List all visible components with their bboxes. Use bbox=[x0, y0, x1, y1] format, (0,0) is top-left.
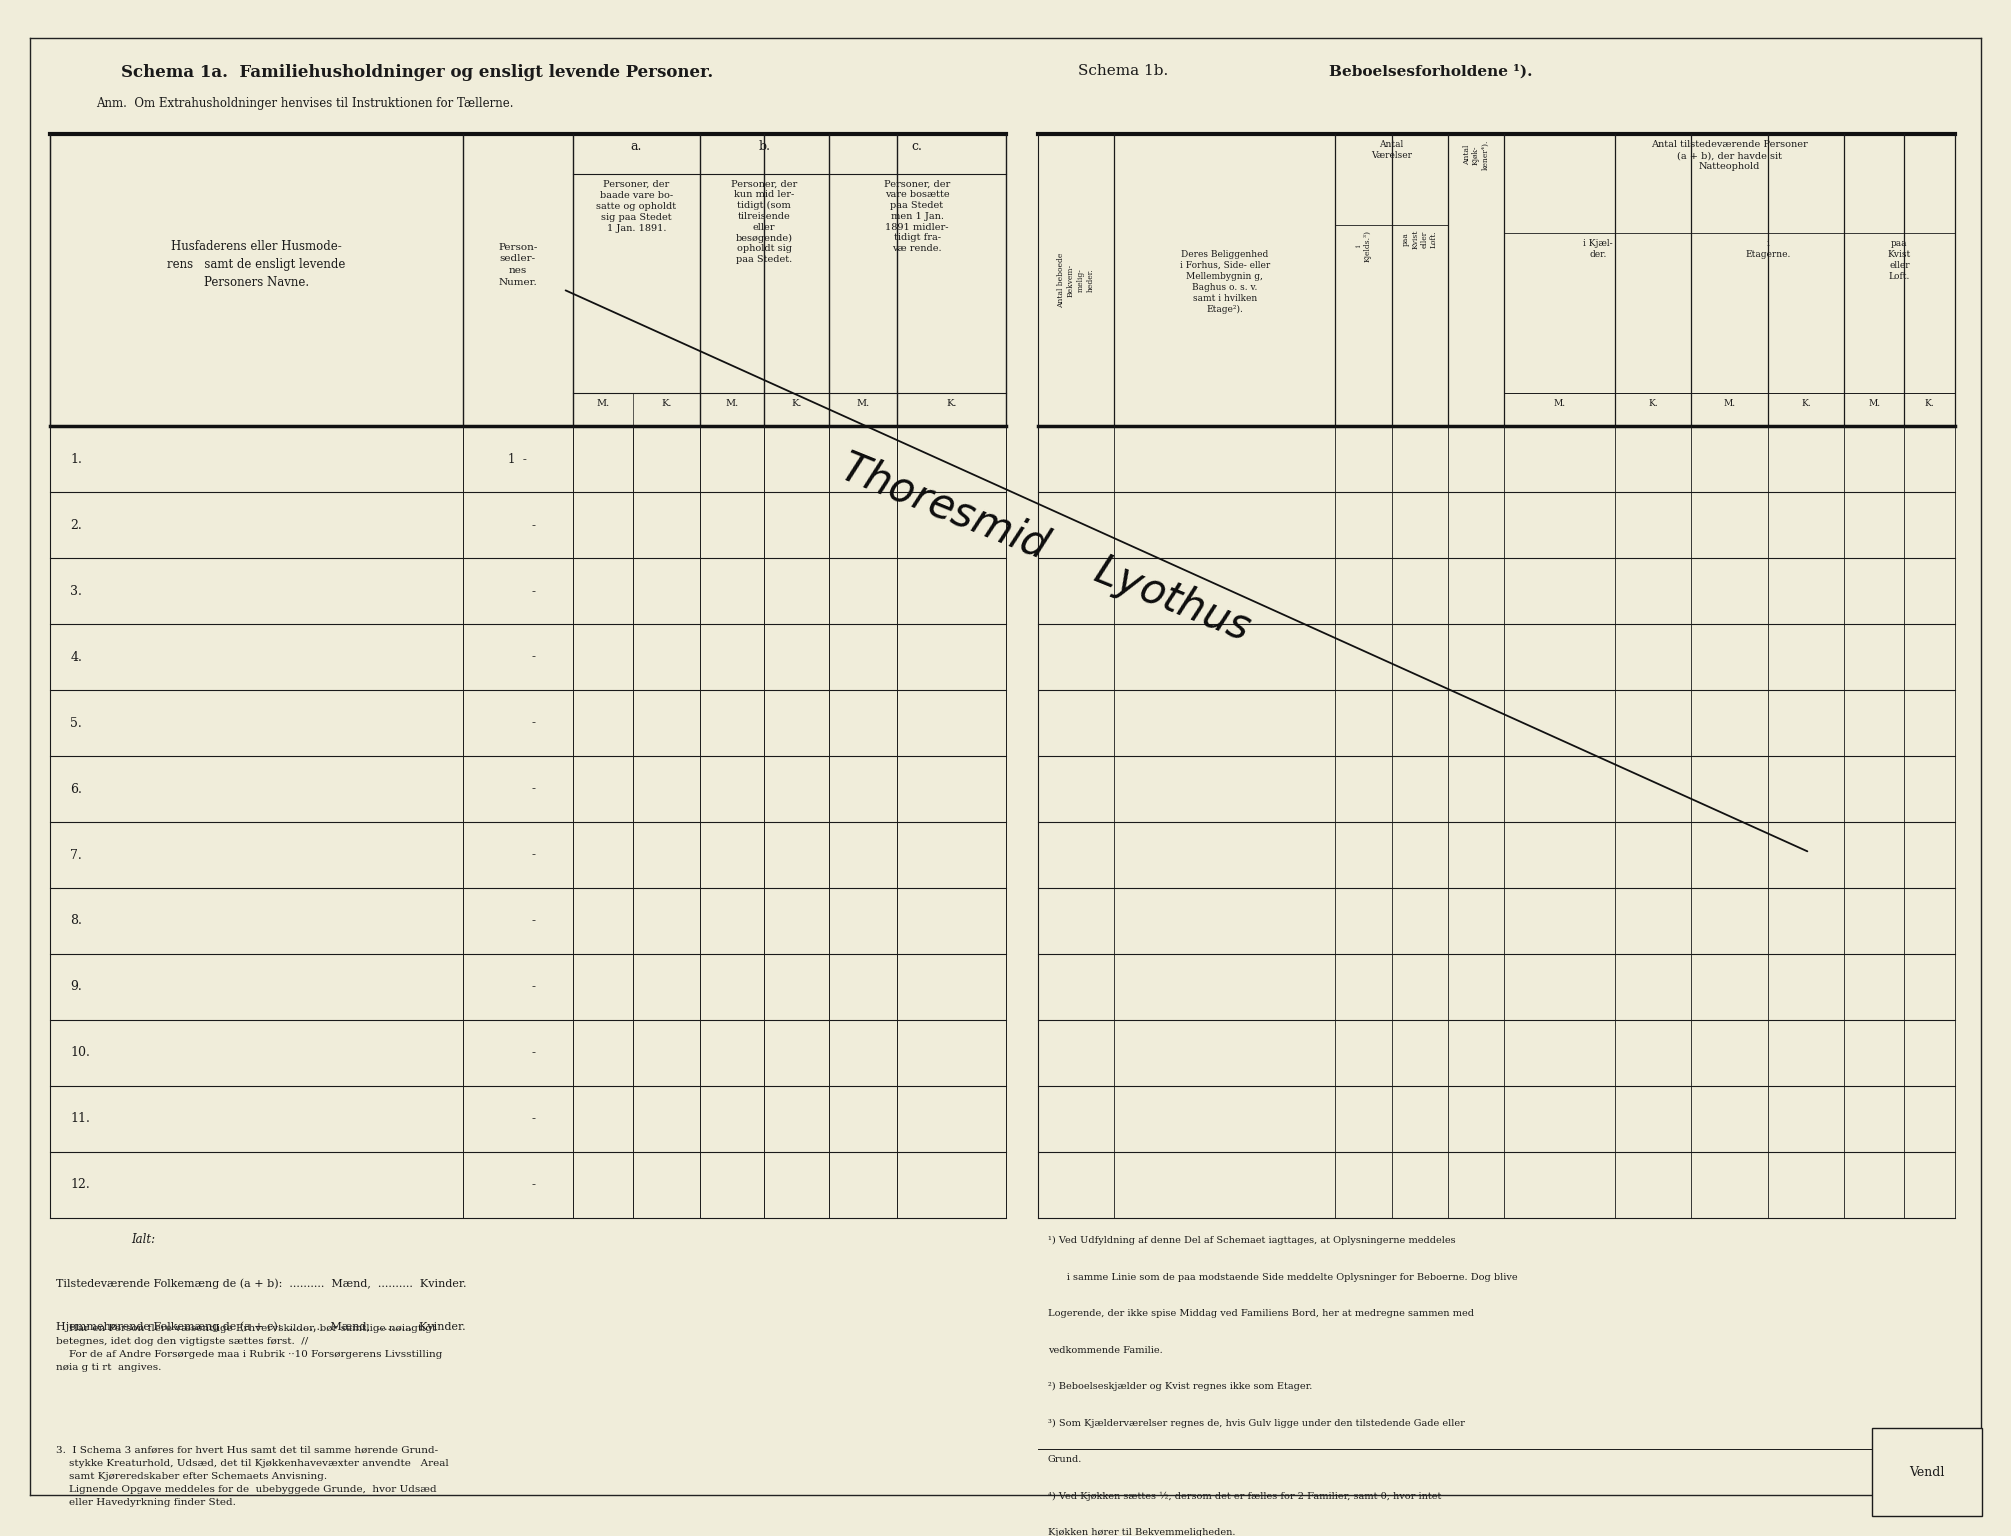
Text: Antal tilstedeværende Personer
(a + b), der havde sit
Natteophold: Antal tilstedeværende Personer (a + b), … bbox=[1651, 140, 1808, 170]
Text: -: - bbox=[533, 585, 535, 598]
Text: Personer, der
vare bosætte
paa Stedet
men 1 Jan.
1891 midler-
tidigt fra-
væ ren: Personer, der vare bosætte paa Stedet me… bbox=[885, 180, 949, 253]
Text: Beboelsesforholdene ¹).: Beboelsesforholdene ¹). bbox=[1329, 65, 1532, 78]
Text: Antal
Kjøk-
kener⁴).: Antal Kjøk- kener⁴). bbox=[1462, 140, 1490, 170]
Text: -: - bbox=[533, 519, 535, 531]
Text: 10.: 10. bbox=[70, 1046, 90, 1060]
Text: 12.: 12. bbox=[70, 1178, 90, 1192]
Text: -: - bbox=[533, 782, 535, 796]
Text: Logerende, der ikke spise Middag ved Familiens Bord, her at medregne sammen med: Logerende, der ikke spise Middag ved Fam… bbox=[1048, 1309, 1474, 1318]
Text: Husfaderens eller Husmode-
rens   samt de ensligt levende
Personers Navne.: Husfaderens eller Husmode- rens samt de … bbox=[167, 240, 346, 289]
Text: Hjemmehørende Folkemæng de (a + c):  ..........  Mænd,  ..........  Kvinder.: Hjemmehørende Folkemæng de (a + c): ....… bbox=[56, 1321, 467, 1332]
Text: -: - bbox=[533, 980, 535, 994]
Text: 5.: 5. bbox=[70, 717, 82, 730]
Text: Ialt:: Ialt: bbox=[131, 1233, 155, 1246]
Text: -: - bbox=[533, 1112, 535, 1126]
Text: ⁴) Ved Kjøkken sættes ½, dersom det er fælles for 2 Familier, samt 0, hvor intet: ⁴) Ved Kjøkken sættes ½, dersom det er f… bbox=[1048, 1491, 1442, 1501]
Text: 2.: 2. bbox=[70, 519, 82, 531]
Text: Antal beboede
Bekvem-
melig-
heder.: Antal beboede Bekvem- melig- heder. bbox=[1058, 252, 1094, 307]
Text: vedkommende Familie.: vedkommende Familie. bbox=[1048, 1346, 1162, 1355]
Text: Schema 1a.  Familiehusholdninger og ensligt levende Personer.: Schema 1a. Familiehusholdninger og ensli… bbox=[121, 65, 714, 81]
Text: K.: K. bbox=[1802, 399, 1810, 409]
Text: K.: K. bbox=[662, 399, 672, 409]
Text: -: - bbox=[533, 848, 535, 862]
Text: K.: K. bbox=[945, 399, 957, 409]
Text: i Kjæl-
der.: i Kjæl- der. bbox=[1583, 240, 1613, 260]
Text: 11.: 11. bbox=[70, 1112, 90, 1126]
Text: M.: M. bbox=[597, 399, 609, 409]
Text: Person-
sedler-
nes
Numer.: Person- sedler- nes Numer. bbox=[499, 243, 537, 287]
Text: Har en Person flere væsentlige Erhvervskilder, bør samtlige nøiagtigt
betegnes, : Har en Person flere væsentlige Erhvervsk… bbox=[56, 1324, 442, 1372]
Text: 7.: 7. bbox=[70, 848, 82, 862]
Text: paa
Kvist
eller
Loft.: paa Kvist eller Loft. bbox=[1888, 240, 1910, 281]
Text: 3.: 3. bbox=[70, 585, 82, 598]
Text: Personer, der
baade vare bo-
satte og opholdt
sig paa Stedet
1 Jan. 1891.: Personer, der baade vare bo- satte og op… bbox=[597, 180, 676, 233]
Text: Anm.  Om Extrahusholdninger henvises til Instruktionen for Tællerne.: Anm. Om Extrahusholdninger henvises til … bbox=[97, 97, 515, 111]
Text: 8.: 8. bbox=[70, 914, 82, 928]
Text: -: - bbox=[533, 651, 535, 664]
Text: ¹) Ved Udfyldning af denne Del af Schemaet iagttages, at Oplysningerne meddeles: ¹) Ved Udfyldning af denne Del af Schema… bbox=[1048, 1236, 1456, 1246]
Text: Vendl: Vendl bbox=[1908, 1465, 1945, 1479]
Text: paa
Kvist
eller
Loft.: paa Kvist eller Loft. bbox=[1402, 230, 1438, 249]
Text: Deres Beliggenhed
i Forhus, Side- eller
Mellembygnin g,
Baghus o. s. v.
samt i h: Deres Beliggenhed i Forhus, Side- eller … bbox=[1180, 250, 1269, 315]
Text: i
Kjelds.³): i Kjelds.³) bbox=[1355, 230, 1372, 261]
Text: -: - bbox=[533, 1046, 535, 1060]
Text: M.: M. bbox=[1868, 399, 1880, 409]
Text: M.: M. bbox=[1723, 399, 1735, 409]
Text: c.: c. bbox=[911, 140, 923, 154]
Text: i samme Linie som de paa modstaende Side meddelte Oplysninger for Beboerne. Dog : i samme Linie som de paa modstaende Side… bbox=[1048, 1273, 1518, 1281]
Text: 1.: 1. bbox=[70, 453, 82, 465]
Text: 9.: 9. bbox=[70, 980, 82, 994]
Text: i
Etagerne.: i Etagerne. bbox=[1746, 240, 1790, 260]
Text: ³) Som Kjælderværelser regnes de, hvis Gulv ligge under den tilstedende Gade ell: ³) Som Kjælderværelser regnes de, hvis G… bbox=[1048, 1419, 1464, 1428]
Text: M.: M. bbox=[1552, 399, 1567, 409]
Text: -: - bbox=[533, 1178, 535, 1192]
Text: Schema 1b.: Schema 1b. bbox=[1078, 65, 1168, 78]
Text: M.: M. bbox=[857, 399, 869, 409]
Text: Tilstedeværende Folkemæng de (a + b):  ..........  Mænd,  ..........  Kvinder.: Tilstedeværende Folkemæng de (a + b): ..… bbox=[56, 1278, 467, 1289]
Text: $\mathit{Thoresmid \ \ \ \ Lyothus}$: $\mathit{Thoresmid \ \ \ \ Lyothus}$ bbox=[833, 444, 1259, 651]
Text: 4.: 4. bbox=[70, 651, 82, 664]
Text: 3.  I Schema 3 anføres for hvert Hus samt det til samme hørende Grund-
    stykk: 3. I Schema 3 anføres for hvert Hus samt… bbox=[56, 1447, 448, 1507]
Text: K.: K. bbox=[1925, 399, 1935, 409]
Text: Personer, der
kun mid ler-
tidigt (som
tilreisende
eller
besøgende)
opholdt sig
: Personer, der kun mid ler- tidigt (som t… bbox=[732, 180, 796, 264]
Text: Antal
Værelser: Antal Værelser bbox=[1372, 140, 1412, 160]
Text: -: - bbox=[533, 914, 535, 928]
Text: M.: M. bbox=[726, 399, 738, 409]
Text: Grund.: Grund. bbox=[1048, 1455, 1082, 1464]
Text: a.: a. bbox=[631, 140, 642, 154]
Text: K.: K. bbox=[1649, 399, 1657, 409]
Text: K.: K. bbox=[790, 399, 802, 409]
Text: 1  -: 1 - bbox=[509, 453, 527, 465]
Text: -: - bbox=[533, 717, 535, 730]
Text: 6.: 6. bbox=[70, 782, 82, 796]
Text: b.: b. bbox=[758, 140, 770, 154]
Text: ²) Beboelseskjælder og Kvist regnes ikke som Etager.: ²) Beboelseskjælder og Kvist regnes ikke… bbox=[1048, 1382, 1311, 1392]
Text: Kjøkken hører til Bekvemmeligheden.: Kjøkken hører til Bekvemmeligheden. bbox=[1048, 1528, 1235, 1536]
